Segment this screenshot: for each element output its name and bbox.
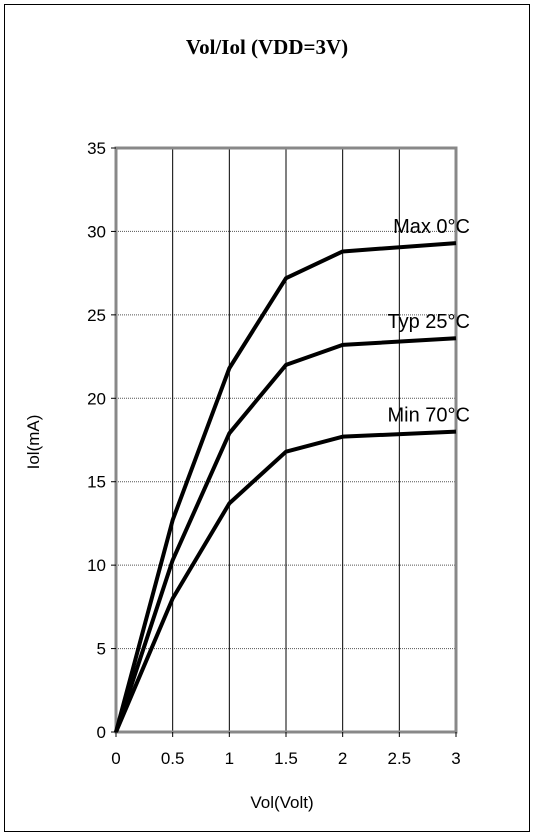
- y-tick-label: 30: [87, 222, 106, 241]
- chart-title: Vol/Iol (VDD=3V): [186, 35, 348, 59]
- tick-labels: 0 5 10 15 20 25 30 35 0 0.5 1 1.5 2 2.5 3: [87, 139, 461, 768]
- y-tick-label: 10: [87, 556, 106, 575]
- x-tick-label: 2: [338, 749, 347, 768]
- x-tick-label: 1: [225, 749, 234, 768]
- x-tick-label: 2.5: [388, 749, 412, 768]
- y-tick-label: 0: [97, 723, 106, 742]
- x-axis-label: Vol(Volt): [250, 793, 313, 812]
- series-line-1: [114, 336, 457, 733]
- y-tick-label: 35: [87, 139, 106, 158]
- series-line-2: [114, 429, 457, 733]
- y-tick-label: 15: [87, 473, 106, 492]
- series-label-2: Min 70°C: [388, 405, 470, 427]
- y-tick-label: 20: [87, 389, 106, 408]
- series-line-0: [114, 241, 457, 733]
- y-tick-label: 25: [87, 306, 106, 325]
- series-group: Max 0°C Typ 25°C Min 70°C: [114, 216, 470, 733]
- x-tick-label: 0: [111, 749, 120, 768]
- y-axis-label: Iol(mA): [24, 415, 43, 470]
- x-tick-label: 3: [451, 749, 460, 768]
- x-tick-label: 0.5: [161, 749, 185, 768]
- x-tick-label: 1.5: [274, 749, 298, 768]
- series-label-0: Max 0°C: [393, 216, 470, 238]
- series-label-1: Typ 25°C: [388, 311, 470, 333]
- y-tick-label: 5: [97, 640, 106, 659]
